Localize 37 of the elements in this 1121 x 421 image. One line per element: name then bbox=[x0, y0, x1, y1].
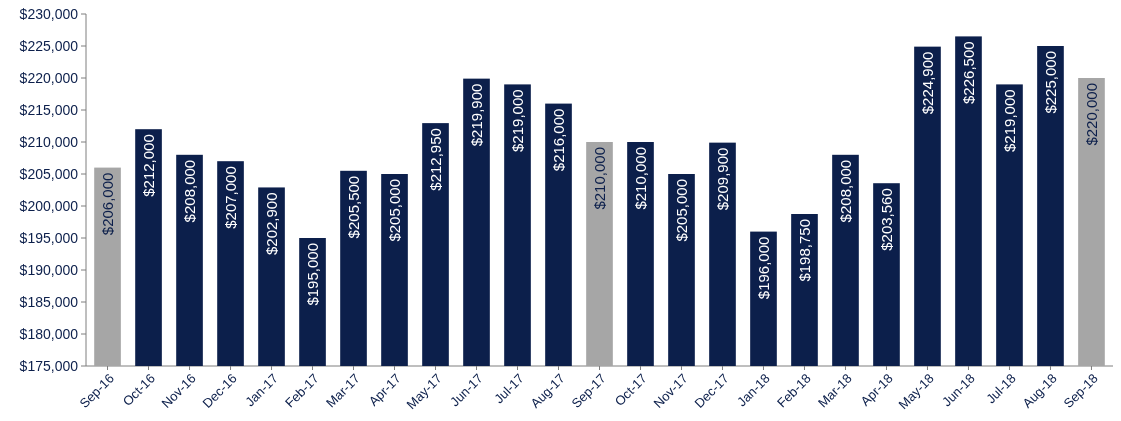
y-tick-label: $185,000 bbox=[19, 293, 79, 310]
data-label: $203,560 bbox=[877, 188, 895, 251]
data-label: $196,000 bbox=[754, 236, 772, 300]
data-label: $219,000 bbox=[508, 89, 526, 152]
data-label: $208,000 bbox=[836, 159, 854, 223]
data-label: $216,000 bbox=[549, 108, 567, 172]
data-label: $209,900 bbox=[713, 147, 731, 211]
data-label: $219,900 bbox=[467, 83, 485, 147]
y-tick-label: $195,000 bbox=[19, 229, 79, 246]
y-tick-label: $175,000 bbox=[19, 357, 79, 374]
data-label: $206,000 bbox=[98, 172, 116, 236]
data-label: $205,000 bbox=[385, 179, 403, 242]
data-label: $212,950 bbox=[426, 128, 444, 191]
y-tick-label: $180,000 bbox=[19, 325, 79, 342]
data-label: $210,000 bbox=[631, 147, 649, 210]
data-label: $205,000 bbox=[672, 179, 690, 242]
y-tick-label: $205,000 bbox=[19, 165, 79, 182]
data-label: $208,000 bbox=[180, 159, 198, 223]
data-label: $195,000 bbox=[303, 243, 321, 306]
y-tick-label: $220,000 bbox=[19, 69, 79, 86]
data-label: $210,000 bbox=[590, 147, 608, 210]
y-tick-label: $215,000 bbox=[19, 101, 79, 118]
data-label: $207,000 bbox=[221, 166, 239, 229]
y-tick-label: $190,000 bbox=[19, 261, 79, 278]
y-tick-label: $210,000 bbox=[19, 133, 79, 150]
data-label: $225,000 bbox=[1041, 51, 1059, 114]
data-label: $205,500 bbox=[344, 175, 362, 239]
data-label: $219,000 bbox=[1000, 89, 1018, 152]
data-label: $212,000 bbox=[139, 134, 157, 197]
data-label: $198,750 bbox=[795, 219, 813, 282]
y-tick-label: $225,000 bbox=[19, 37, 79, 54]
y-tick-label: $200,000 bbox=[19, 197, 79, 214]
data-label: $220,000 bbox=[1082, 83, 1100, 146]
data-label: $202,900 bbox=[262, 192, 280, 256]
data-label: $224,900 bbox=[918, 51, 936, 115]
data-label: $226,500 bbox=[959, 41, 977, 104]
y-tick-label: $230,000 bbox=[19, 5, 79, 22]
